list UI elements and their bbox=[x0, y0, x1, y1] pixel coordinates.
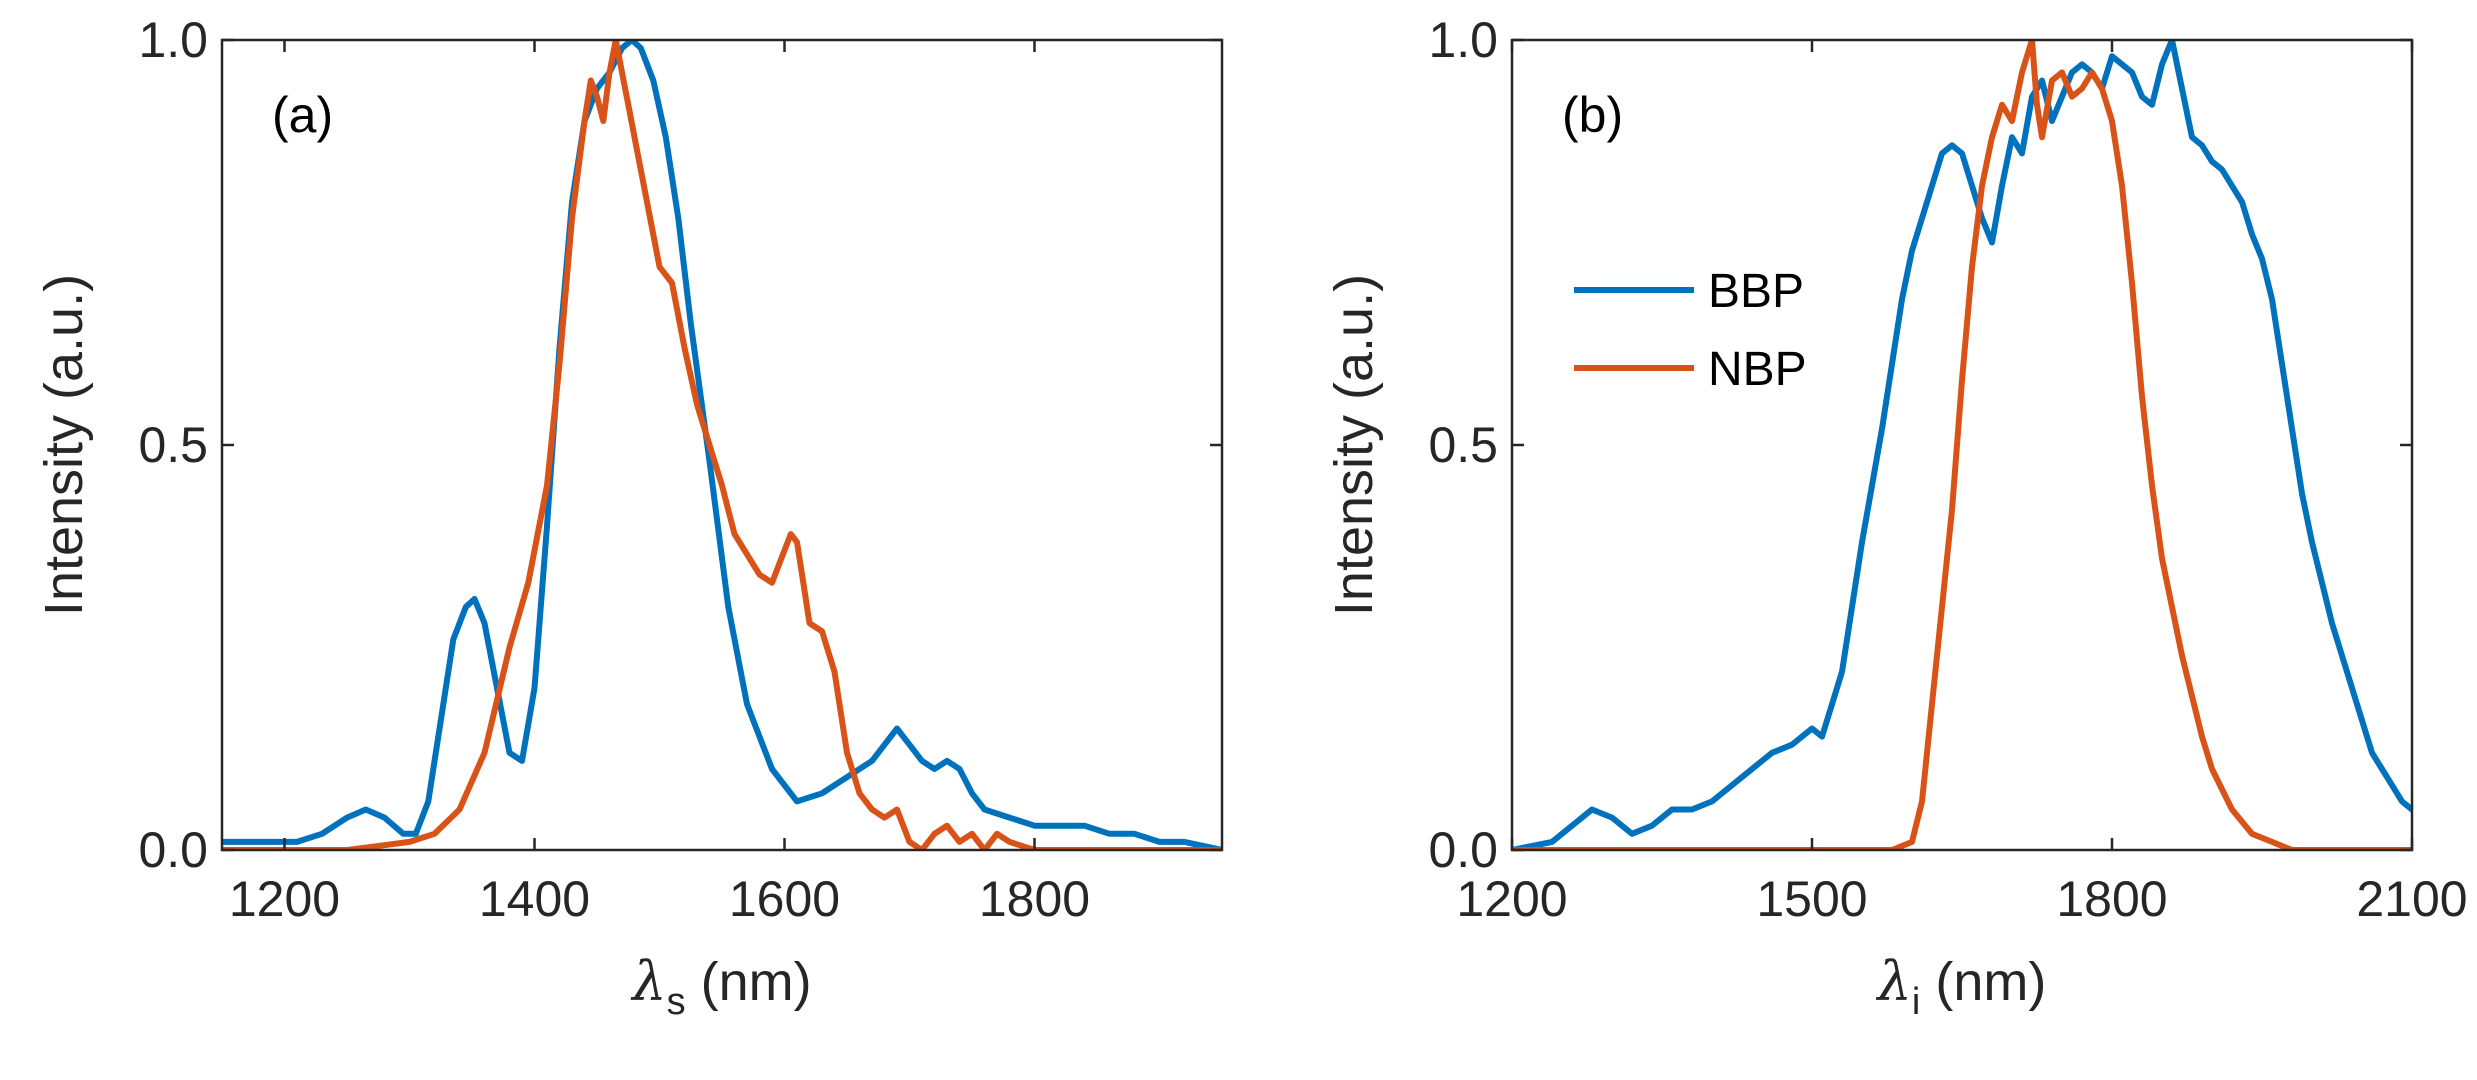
series-line-nbp bbox=[1512, 40, 2412, 850]
y-tick-label: 1.0 bbox=[1428, 12, 1498, 68]
x-tick-label: 2100 bbox=[2356, 871, 2467, 927]
y-tick-label: 0.0 bbox=[1428, 822, 1498, 878]
x-axis-label-symbol: λ bbox=[630, 950, 666, 1013]
x-tick-label: 1600 bbox=[729, 871, 840, 927]
panel-label: (a) bbox=[272, 87, 333, 143]
x-tick-label: 1800 bbox=[2056, 871, 2167, 927]
x-tick-label: 1200 bbox=[229, 871, 340, 927]
series-line-nbp bbox=[222, 40, 1222, 850]
x-tick-label: 1400 bbox=[479, 871, 590, 927]
y-tick-label: 0.5 bbox=[1428, 417, 1498, 473]
x-tick-label: 1800 bbox=[979, 871, 1090, 927]
legend: BBP NBP bbox=[1574, 265, 1807, 396]
legend-label-nbp: NBP bbox=[1708, 343, 1807, 396]
x-axis-label-unit: (nm) bbox=[1920, 952, 2046, 1012]
series-line-bbp bbox=[1512, 40, 2412, 850]
y-tick-label: 0.0 bbox=[138, 822, 208, 878]
panel-label: (b) bbox=[1562, 87, 1623, 143]
x-axis-label-subscript: s bbox=[667, 981, 686, 1023]
y-axis-label: Intensity (a.u.) bbox=[1324, 274, 1384, 616]
y-tick-label: 1.0 bbox=[138, 12, 208, 68]
legend-label-bbp: BBP bbox=[1708, 265, 1804, 318]
x-axis-label-subscript: i bbox=[1912, 981, 1920, 1023]
panel-b: 1200 1500 1800 2100 0.0 0.5 1.0 Intensity (a.u.… bbox=[1324, 12, 2468, 1023]
x-axis-label-unit: (nm) bbox=[686, 952, 812, 1012]
x-axis-label-symbol: λ bbox=[1876, 950, 1912, 1013]
axes-frame bbox=[220, 38, 1224, 852]
y-axis-label: Intensity (a.u.) bbox=[34, 274, 94, 616]
x-axis-label: λi (nm) bbox=[1876, 950, 2047, 1023]
y-tick-label: 0.5 bbox=[138, 417, 208, 473]
panel-a: 1200 1400 1600 1800 0.0 0.5 1.0 Intensity (a.u.… bbox=[34, 12, 1224, 1023]
x-axis-label: λs (nm) bbox=[630, 950, 811, 1023]
series-line-bbp bbox=[222, 40, 1222, 850]
x-tick-label: 1200 bbox=[1456, 871, 1567, 927]
x-tick-label: 1500 bbox=[1756, 871, 1867, 927]
